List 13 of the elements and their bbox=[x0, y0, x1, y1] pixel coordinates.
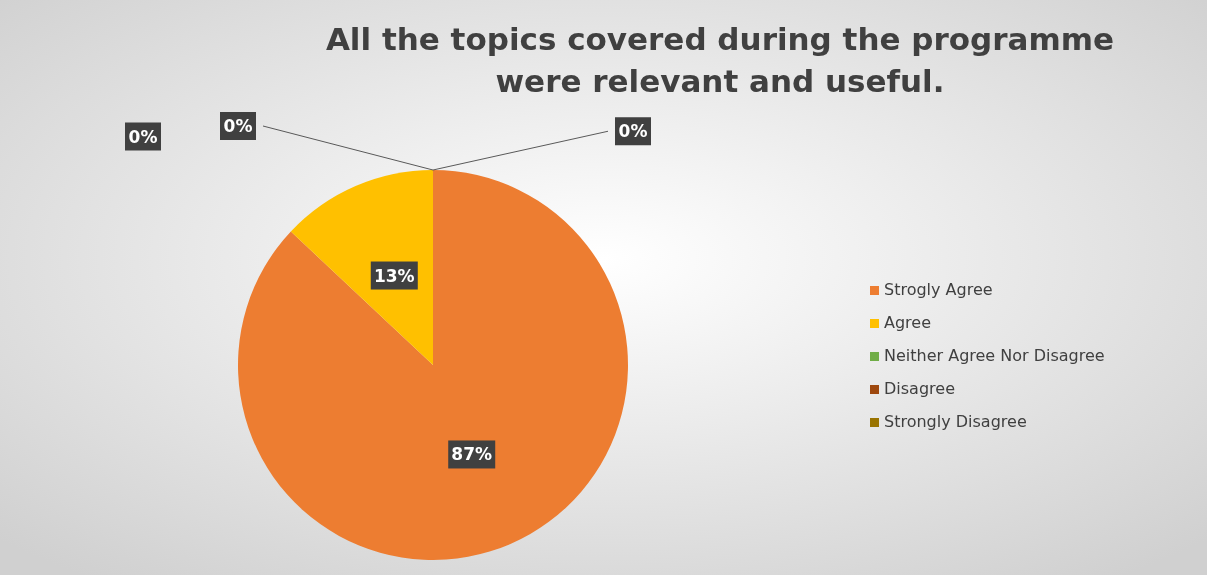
legend-label: Strongly Disagree bbox=[884, 412, 1027, 431]
data-label: 13% bbox=[373, 265, 415, 286]
pie-slice bbox=[290, 170, 433, 365]
legend-label: Disagree bbox=[884, 379, 955, 398]
chart-title: All the topics covered during the programme were relevant and useful. bbox=[325, 21, 1115, 99]
legend-label: Neither Agree Nor Disagree bbox=[884, 346, 1105, 365]
pie-slice bbox=[238, 170, 628, 560]
text: 0% bbox=[618, 121, 648, 142]
legend-label: Strogly Agree bbox=[884, 280, 993, 299]
data-label: 87% bbox=[451, 444, 493, 465]
legend-label: Agree bbox=[884, 313, 932, 332]
text: 0% bbox=[223, 116, 253, 136]
text: 0% bbox=[128, 126, 158, 147]
